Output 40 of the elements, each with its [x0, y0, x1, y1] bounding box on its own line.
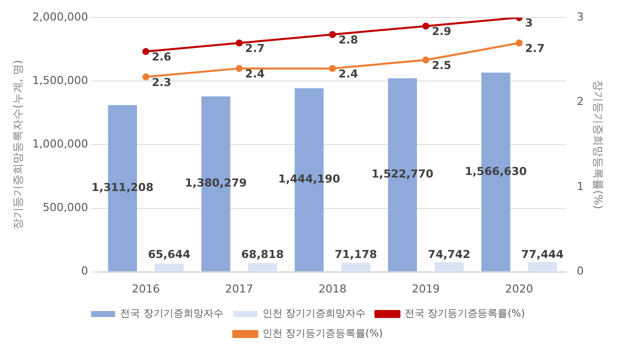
- y2-tick-label: 1: [576, 180, 584, 193]
- data-label: 2.9: [432, 24, 452, 38]
- y2-tick-label: 3: [576, 10, 584, 24]
- data-label: 68,818: [241, 248, 284, 262]
- y-tick-label: 1,000,000: [32, 138, 88, 151]
- x-tick-label: 2018: [318, 282, 346, 296]
- data-label: 2.3: [152, 76, 172, 89]
- x-tick-label: 2016: [132, 282, 160, 296]
- y2-tick-label: 2: [576, 95, 584, 108]
- y-tick-label: 0: [81, 264, 88, 278]
- data-label: 2.6: [152, 50, 172, 64]
- legend-label: 전국 장기기증희망자수: [120, 308, 224, 320]
- bar: [528, 262, 557, 272]
- data-label: 2.7: [245, 42, 265, 55]
- x-tick-label: 2017: [225, 282, 254, 296]
- y-tick-label: 1,500,000: [32, 74, 88, 88]
- x-tick-label: 2019: [412, 282, 440, 296]
- y2-tick-label: 0: [576, 264, 584, 278]
- y2-axis-title: 장기등기증희망등록률(%): [592, 80, 605, 210]
- data-label: 2.4: [338, 67, 358, 80]
- data-label: 77,444: [521, 248, 564, 262]
- bar: [434, 262, 464, 272]
- data-label: 2.8: [338, 33, 358, 46]
- y-tick-label: 500,000: [42, 201, 88, 214]
- bar: [154, 263, 184, 272]
- y-tick-label: 2,000,000: [32, 10, 88, 24]
- data-label: 2.4: [245, 67, 265, 80]
- data-label: 71,178: [334, 248, 378, 262]
- x-tick-label: 2020: [505, 282, 534, 296]
- data-label: 2.7: [525, 42, 545, 55]
- legend-label: 전국 장기등기증등록률(%): [404, 308, 526, 320]
- bar: [341, 262, 370, 272]
- data-label: 2.5: [432, 58, 452, 72]
- data-label: 65,644: [148, 248, 191, 262]
- legend-label: 인천 장기기증희망자수: [262, 308, 366, 320]
- data-label: 3: [525, 16, 533, 30]
- data-label: 74,742: [428, 248, 470, 262]
- y-axis-title: 장기등기증희망등록자수(누계, 명): [11, 60, 24, 230]
- bar: [248, 263, 277, 272]
- legend-label: 인천 장기등기증등록률(%): [262, 328, 383, 340]
